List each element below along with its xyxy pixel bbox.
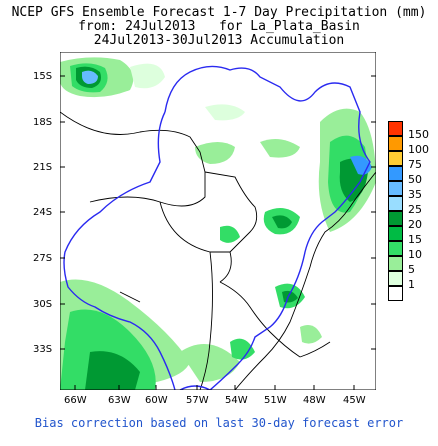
legend-swatch xyxy=(388,136,403,151)
coastline xyxy=(234,171,376,390)
chart-subtitle-from: from: 24Jul2013 for La_Plata_Basin xyxy=(78,19,360,34)
basin-outline xyxy=(63,65,371,390)
legend-swatch xyxy=(388,181,403,196)
legend-label: 20 xyxy=(408,218,422,231)
lon-label: 60W xyxy=(145,395,168,406)
legend-swatch xyxy=(388,196,403,211)
legend-label: 150 xyxy=(408,128,429,141)
lat-label: 21S xyxy=(33,162,53,173)
lat-label: 30S xyxy=(33,299,53,310)
lon-label: 63W xyxy=(108,395,131,406)
legend-label: 15 xyxy=(408,233,422,246)
precip-shading xyxy=(60,57,376,390)
lon-label: 51W xyxy=(264,395,287,406)
lat-ticks xyxy=(60,75,376,350)
lon-label: 66W xyxy=(64,395,87,406)
legend-swatch xyxy=(388,226,403,241)
lon-ticks xyxy=(74,385,355,390)
lat-label: 24S xyxy=(33,207,53,218)
legend-swatch xyxy=(388,151,403,166)
legend-label: 25 xyxy=(408,203,422,216)
legend-label: 5 xyxy=(408,263,415,276)
legend-swatch xyxy=(388,271,403,286)
legend-swatch xyxy=(388,211,403,226)
chart-subtitle-accumulation: 24Jul2013-30Jul2013 Accumulation xyxy=(93,33,345,48)
legend-label: 35 xyxy=(408,188,422,201)
country-borders xyxy=(60,111,331,390)
lon-label: 57W xyxy=(186,395,209,406)
lat-label: 18S xyxy=(33,117,53,128)
legend-swatch xyxy=(388,256,403,271)
legend-label: 1 xyxy=(408,278,415,291)
lon-label: 45W xyxy=(343,395,366,406)
legend-swatch xyxy=(388,166,403,181)
legend-swatch xyxy=(388,121,403,136)
legend-label: 75 xyxy=(408,158,422,171)
precipitation-map xyxy=(60,52,376,390)
legend-label: 100 xyxy=(408,143,429,156)
lat-label: 33S xyxy=(33,344,53,355)
lat-label: 27S xyxy=(33,253,53,264)
chart-title: NCEP GFS Ensemble Forecast 1-7 Day Preci… xyxy=(11,5,427,20)
lon-label: 48W xyxy=(303,395,326,406)
lon-label: 54W xyxy=(225,395,248,406)
lat-label: 15S xyxy=(33,71,53,82)
bias-correction-note: Bias correction based on last 30-day for… xyxy=(34,416,404,430)
legend-label: 10 xyxy=(408,248,422,261)
legend-label: 50 xyxy=(408,173,422,186)
legend-swatch xyxy=(388,286,403,301)
legend-swatch xyxy=(388,241,403,256)
